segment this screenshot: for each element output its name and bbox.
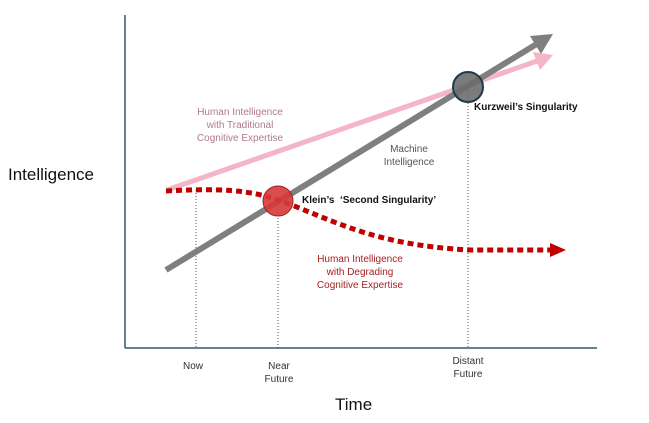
tick-near-line2: Future xyxy=(264,374,294,385)
tick-distant-future: Distant Future xyxy=(446,355,490,381)
klein-label: Klein’s ‘Second Singularity’ xyxy=(302,195,437,206)
kurzweil-marker xyxy=(452,71,484,103)
traditional-label-line1: Human Intelligence xyxy=(197,107,283,118)
machine-arrowhead xyxy=(530,34,553,54)
y-axis-label: Intelligence xyxy=(8,165,95,184)
x-axis-label: Time xyxy=(335,395,373,414)
tick-near-line1: Near xyxy=(268,361,290,372)
traditional-arrowhead xyxy=(533,52,553,70)
degrading-arrowhead xyxy=(550,243,566,257)
machine-label-line2: Intelligence xyxy=(383,157,435,168)
degrading-label: Human Intelligence with Degrading Cognit… xyxy=(300,253,420,292)
degrading-label-line3: Cognitive Expertise xyxy=(316,280,404,291)
traditional-label-line3: Cognitive Expertise xyxy=(196,133,284,144)
tick-near-future: Near Future xyxy=(262,360,296,386)
machine-label: Machine Intelligence xyxy=(374,143,444,169)
traditional-label: Human Intelligence with Traditional Cogn… xyxy=(185,106,295,145)
tick-distant-line2: Future xyxy=(453,369,483,380)
traditional-label-line2: with Traditional xyxy=(206,120,274,131)
machine-line xyxy=(164,39,542,273)
degrading-label-line2: with Degrading xyxy=(326,267,394,278)
tick-now: Now xyxy=(183,361,204,372)
degrading-line xyxy=(165,187,550,253)
kurzweil-label: Kurzweil’s Singularity xyxy=(474,102,578,113)
tick-distant-line1: Distant xyxy=(452,356,484,367)
degrading-label-line1: Human Intelligence xyxy=(317,254,403,265)
machine-label-line1: Machine xyxy=(390,144,428,155)
klein-marker xyxy=(262,185,294,217)
